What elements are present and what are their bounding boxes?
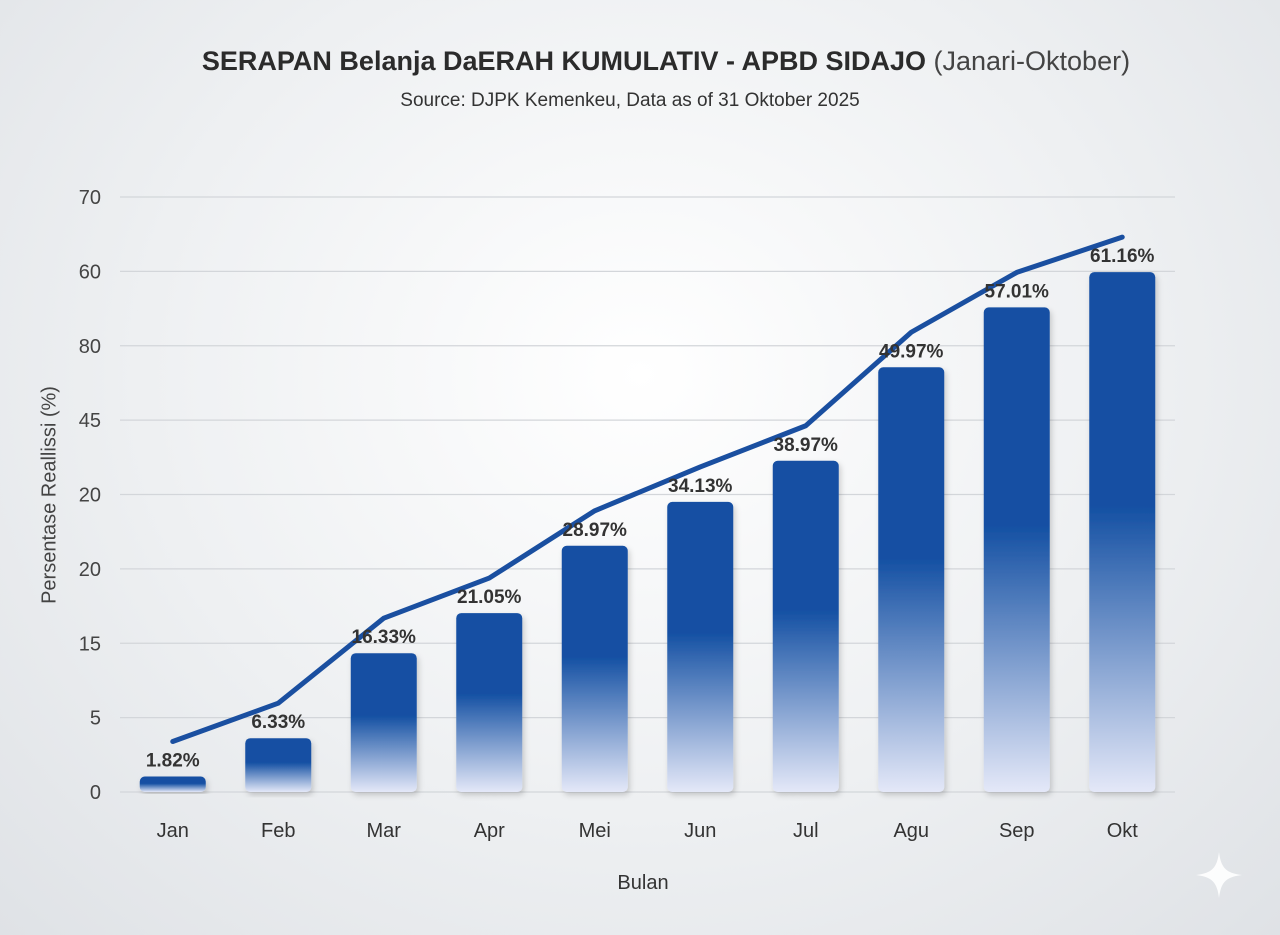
- data-label: 1.82%: [146, 751, 200, 772]
- data-label: 21.05%: [457, 587, 522, 608]
- x-tick-label: Apr: [474, 820, 505, 842]
- bar-jun: [667, 501, 734, 792]
- chart-subtitle: Source: DJPK Kemenkeu, Data as of 31 Okt…: [400, 90, 860, 111]
- x-tick-label: Agu: [893, 820, 929, 842]
- y-tick-label: 5: [90, 708, 101, 730]
- y-tick-label: 45: [79, 410, 101, 432]
- data-label: 34.13%: [668, 476, 733, 497]
- x-tick-label: Sep: [999, 820, 1035, 842]
- bar-mar: [350, 653, 417, 792]
- bar-mei: [561, 545, 628, 792]
- y-tick-label: 15: [79, 633, 101, 655]
- bar-jul: [772, 460, 839, 792]
- data-label: 38.97%: [774, 435, 839, 456]
- data-label: 57.01%: [985, 281, 1050, 302]
- y-tick-label: 60: [79, 261, 101, 283]
- x-tick-label: Mei: [579, 820, 611, 842]
- x-axis-label: Bulan: [617, 872, 669, 894]
- y-tick-label: 70: [79, 187, 101, 209]
- sparkle-icon: [1196, 852, 1242, 898]
- x-tick-label: Okt: [1107, 820, 1139, 842]
- x-tick-label: Jan: [157, 820, 189, 842]
- data-label: 16.33%: [352, 627, 417, 648]
- data-label: 49.97%: [879, 341, 944, 362]
- data-label: 61.16%: [1090, 246, 1155, 267]
- x-tick-label: Mar: [367, 820, 402, 842]
- cumulative-line: [170, 234, 1125, 745]
- chart-title: SERAPAN Belanja DaERAH KUMULATIV - APBD …: [201, 46, 1131, 76]
- data-label: 28.97%: [563, 520, 628, 541]
- bar-jan: [139, 776, 206, 792]
- bar-apr: [456, 613, 523, 792]
- bar-sep: [983, 307, 1050, 792]
- x-tick-label: Jul: [793, 820, 819, 842]
- y-tick-label: 20: [79, 485, 101, 507]
- y-tick-label: 0: [90, 782, 101, 804]
- y-tick-label: 20: [79, 559, 101, 581]
- data-label: 6.33%: [251, 712, 305, 733]
- y-tick-label: 80: [79, 336, 101, 358]
- bar-feb: [245, 738, 312, 792]
- bar-agu: [878, 367, 945, 792]
- x-tick-label: Feb: [261, 820, 295, 842]
- bar-okt: [1089, 272, 1156, 792]
- x-tick-label: Jun: [684, 820, 716, 842]
